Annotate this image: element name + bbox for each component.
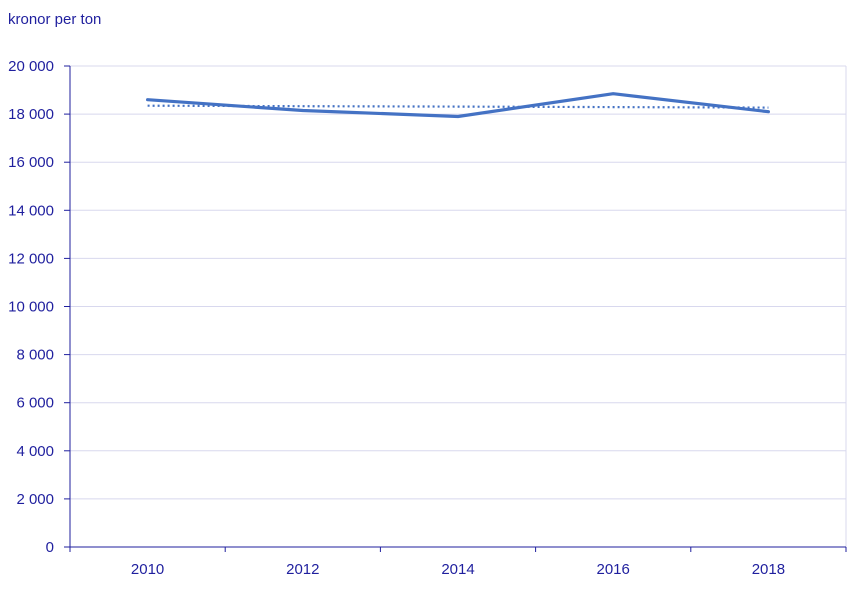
y-tick-label: 18 000 — [8, 106, 54, 123]
y-tick-label: 10 000 — [8, 299, 54, 316]
y-tick-label: 12 000 — [8, 250, 54, 267]
y-tick-label: 14 000 — [8, 202, 54, 219]
y-tick-labels: 0 2 000 4 000 6 000 8 000 10 000 12 000 14 000 1… — [8, 58, 54, 556]
y-tick-label: 0 — [46, 539, 54, 556]
x-tick-label: 2016 — [597, 561, 630, 578]
x-tick-label: 2010 — [131, 561, 164, 578]
series-line-solid — [146, 92, 771, 119]
grid-lines — [70, 65, 847, 547]
x-tick-label: 2018 — [752, 561, 785, 578]
y-unit-label: kronor per ton — [8, 11, 101, 28]
y-tick-label: 6 000 — [16, 395, 54, 412]
x-tick-label: 2012 — [286, 561, 319, 578]
series-lines — [146, 92, 771, 119]
y-tick-label: 4 000 — [16, 443, 54, 460]
trend-line-dotted — [147, 104, 769, 109]
y-tick-label: 16 000 — [8, 154, 54, 171]
x-tick-labels: 2010 2012 2014 2016 2018 — [131, 561, 785, 578]
x-tick-label: 2014 — [441, 561, 474, 578]
y-tick-label: 8 000 — [16, 347, 54, 364]
y-tick-label: 2 000 — [16, 491, 54, 508]
y-tick-label: 20 000 — [8, 58, 54, 75]
axes — [64, 65, 847, 552]
